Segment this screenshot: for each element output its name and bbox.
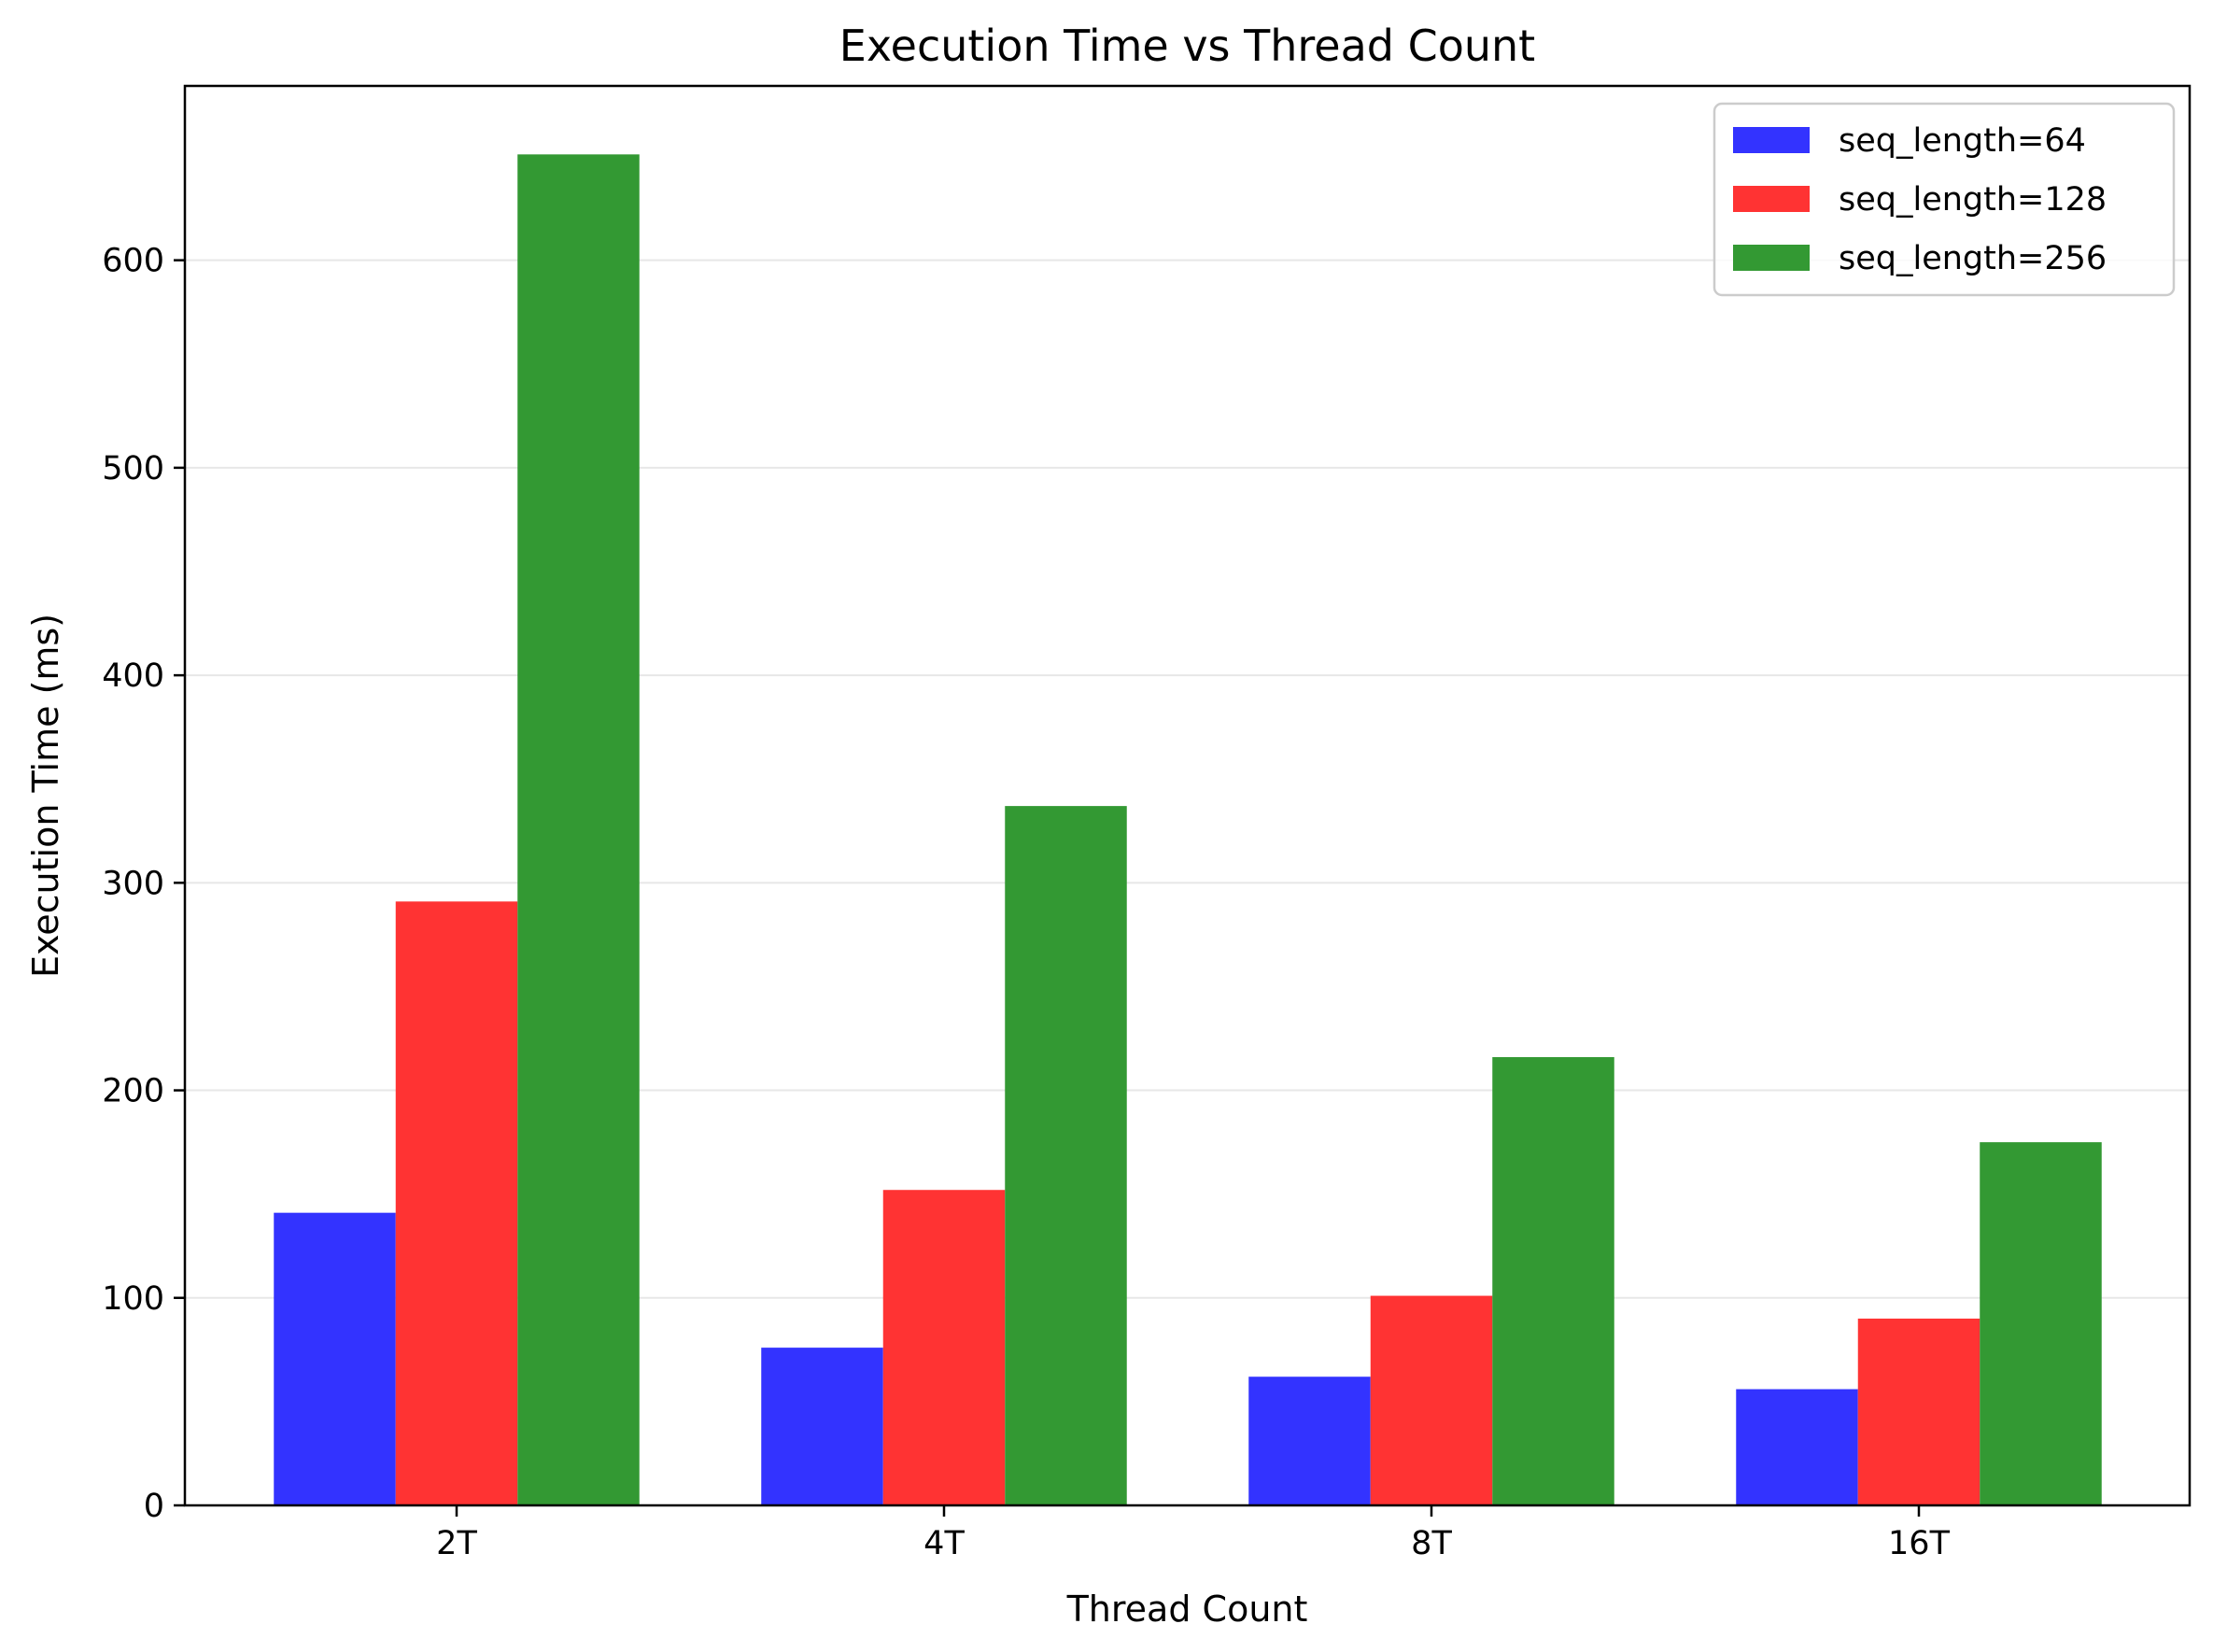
y-axis-label: Execution Time (ms) [25, 614, 66, 978]
bar-4T-series-1 [761, 1348, 883, 1505]
y-tick-label: 100 [102, 1280, 164, 1318]
x-axis-label: Thread Count [1066, 1588, 1308, 1630]
plot-frame [183, 84, 2192, 1507]
legend-label-series-3: seq_length=256 [1839, 240, 2107, 277]
x-tick-label: 2T [436, 1525, 477, 1562]
bar-8T-series-1 [1248, 1377, 1371, 1505]
x-tick-label: 16T [1888, 1525, 1951, 1562]
x-tick-label: 8T [1411, 1525, 1452, 1562]
bar-8T-series-3 [1492, 1057, 1614, 1505]
x-tick-label: 4T [923, 1525, 965, 1562]
bar-4T-series-3 [1005, 806, 1127, 1505]
legend-swatch-series-1 [1733, 127, 1810, 153]
bar-16T-series-2 [1857, 1319, 1980, 1505]
legend-box [1713, 102, 2176, 297]
legend: seq_length=64 seq_length=128 seq_length=25… [1713, 102, 2176, 297]
legend-label-series-2: seq_length=128 [1839, 181, 2107, 219]
y-tick-label: 0 [144, 1488, 164, 1525]
bar-16T-series-1 [1736, 1389, 1858, 1505]
bars [274, 154, 2102, 1505]
bar-2T-series-2 [395, 901, 518, 1505]
bar-4T-series-2 [882, 1190, 1006, 1505]
chart-title: Execution Time vs Thread Count [839, 21, 1535, 71]
bar-2T-series-3 [517, 154, 640, 1505]
legend-swatch-series-3 [1733, 245, 1810, 271]
legend-swatch-series-2 [1733, 186, 1810, 212]
y-tick-label: 600 [102, 243, 164, 280]
y-tick-label: 300 [102, 865, 164, 902]
bar-8T-series-2 [1370, 1295, 1493, 1505]
axis-ticks: 0 100 200 300 400 500 600 2T 4T 8T 16T [102, 243, 1950, 1562]
y-tick-label: 400 [102, 657, 164, 695]
y-tick-label: 500 [102, 450, 164, 487]
legend-label-series-1: seq_length=64 [1839, 122, 2086, 160]
bar-16T-series-3 [1980, 1142, 2102, 1505]
y-tick-label: 200 [102, 1073, 164, 1110]
bar-2T-series-1 [274, 1212, 396, 1505]
